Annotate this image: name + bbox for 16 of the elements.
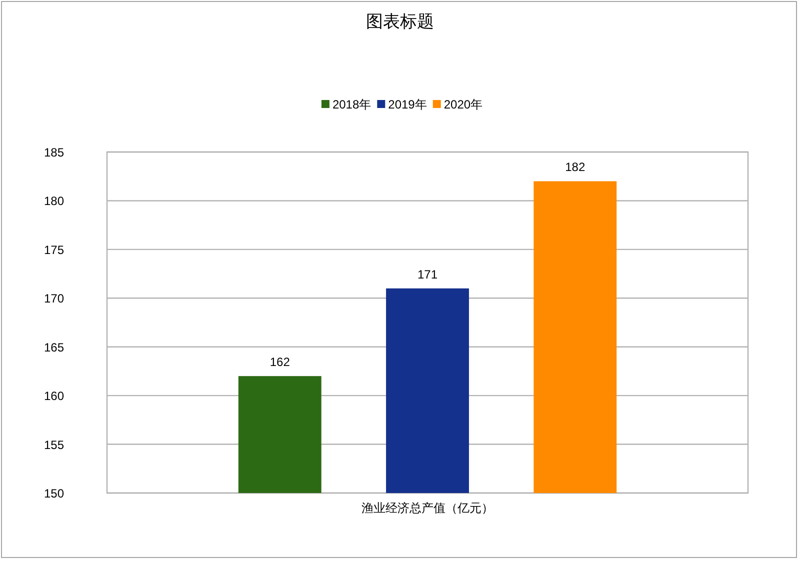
- legend-label: 2019年: [388, 98, 427, 112]
- data-label: 162: [270, 355, 290, 370]
- y-tick-label: 150: [44, 486, 64, 500]
- y-tick-label: 165: [44, 340, 64, 354]
- data-label: 171: [417, 267, 438, 282]
- y-tick-label: 180: [44, 194, 64, 208]
- y-tick-label: 185: [44, 146, 64, 160]
- legend-label: 2020年: [444, 98, 483, 112]
- y-tick-label: 160: [44, 389, 64, 404]
- chart-title: 图表标题: [366, 12, 434, 31]
- y-tick-label: 170: [44, 292, 64, 306]
- data-label: 182: [565, 160, 586, 174]
- y-tick-label: 175: [44, 242, 64, 257]
- legend-label: 2018年: [332, 98, 372, 112]
- x-tick-label: 渔业经济总产值（亿元）: [362, 501, 494, 515]
- y-tick-label: 155: [44, 438, 64, 452]
